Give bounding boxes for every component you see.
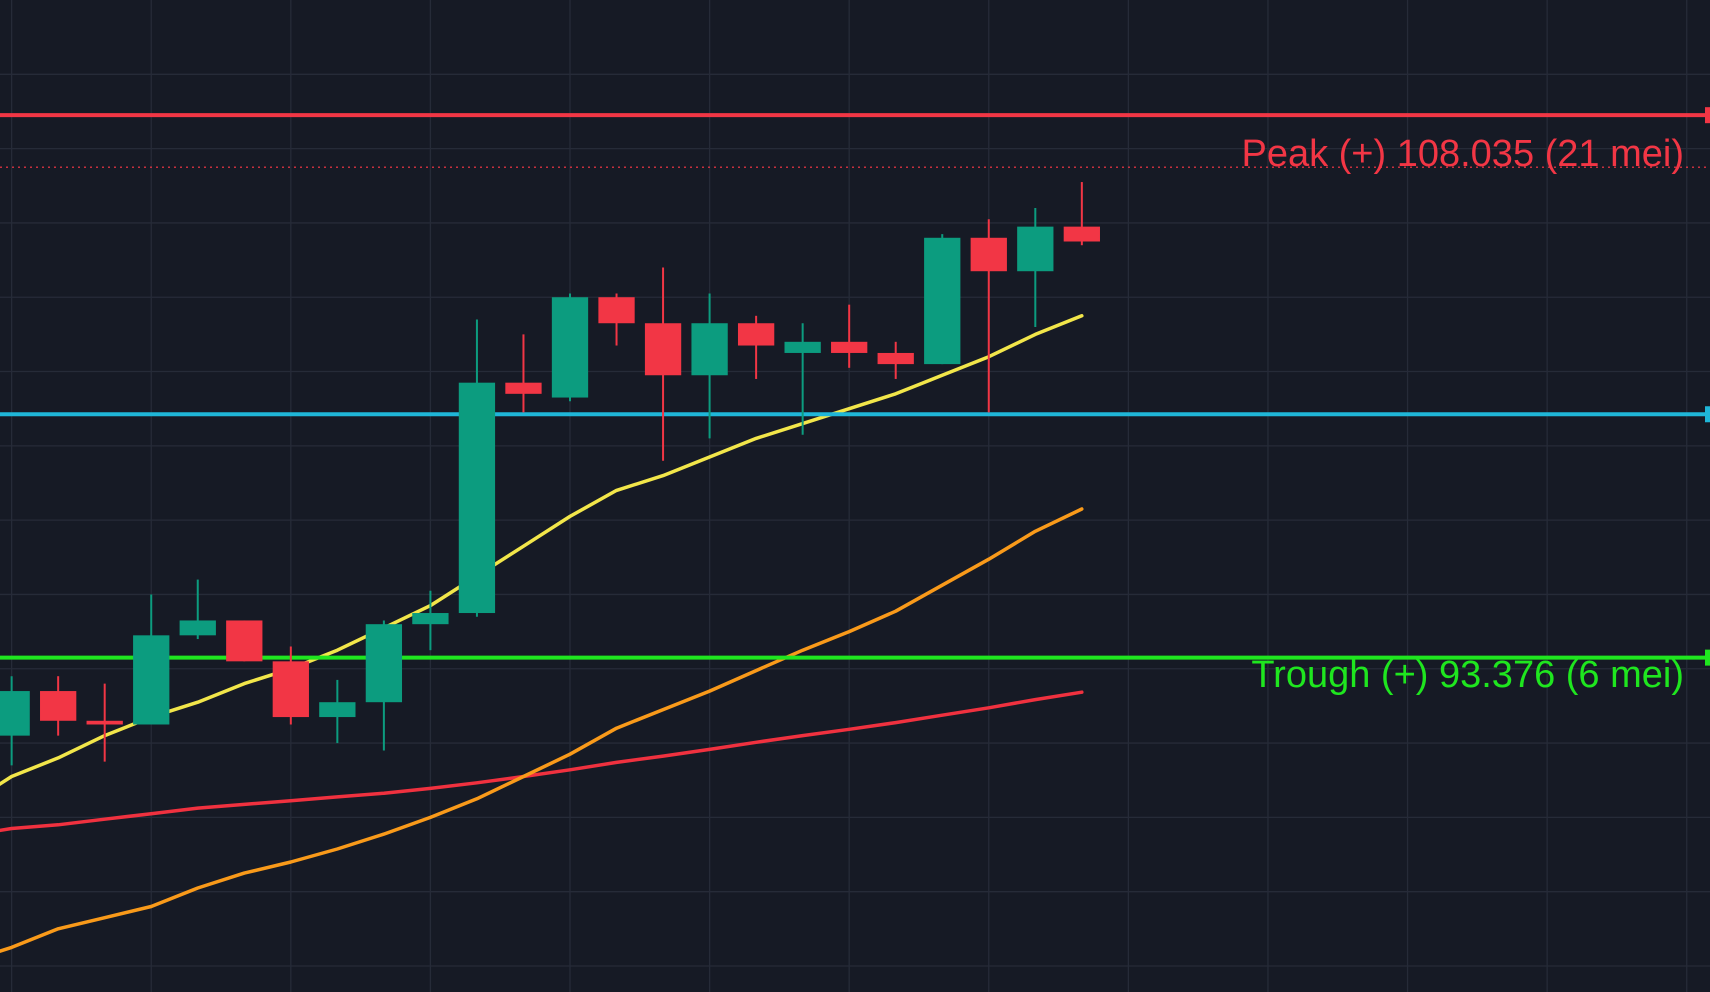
candle-body-up xyxy=(365,624,403,703)
candle-body-down xyxy=(737,323,775,346)
peak-level-handle[interactable] xyxy=(1705,107,1710,124)
candle-body-down xyxy=(40,691,77,721)
candle-body-down xyxy=(86,720,123,725)
candles xyxy=(0,182,1100,766)
candle-body-up xyxy=(1017,226,1054,272)
candle-body-down xyxy=(644,323,682,376)
candle-body-down xyxy=(598,297,635,324)
peak-label: Peak (+) 108.035 (21 mei) xyxy=(1241,133,1684,175)
candle-body-up xyxy=(319,702,356,718)
candle-body-down xyxy=(272,661,309,718)
mid-level-handle[interactable] xyxy=(1705,406,1710,423)
candle-body-up xyxy=(551,297,589,398)
horizontal-levels[interactable] xyxy=(0,107,1710,666)
candle-body-up xyxy=(458,382,496,614)
candle-body-up xyxy=(133,635,170,725)
candle-body-down xyxy=(1063,226,1100,242)
candle-body-down xyxy=(505,382,542,394)
candle-body-up xyxy=(691,323,728,376)
candle-body-up xyxy=(924,237,961,365)
candle-body-down xyxy=(831,341,868,353)
candle-body-down xyxy=(226,620,263,662)
trough-level-handle[interactable] xyxy=(1705,649,1710,666)
candle-body-up xyxy=(0,691,30,736)
candle-body-up xyxy=(179,620,216,636)
candle-body-up xyxy=(784,341,821,353)
level-labels: Peak (+) 108.035 (21 mei) Trough (+) 93.… xyxy=(1241,133,1684,696)
candle-body-down xyxy=(970,237,1007,272)
candle-body-down xyxy=(877,352,914,365)
candle-body-up xyxy=(412,613,449,625)
trough-label: Trough (+) 93.376 (6 mei) xyxy=(1251,654,1684,696)
moving-average-line xyxy=(0,507,1084,953)
